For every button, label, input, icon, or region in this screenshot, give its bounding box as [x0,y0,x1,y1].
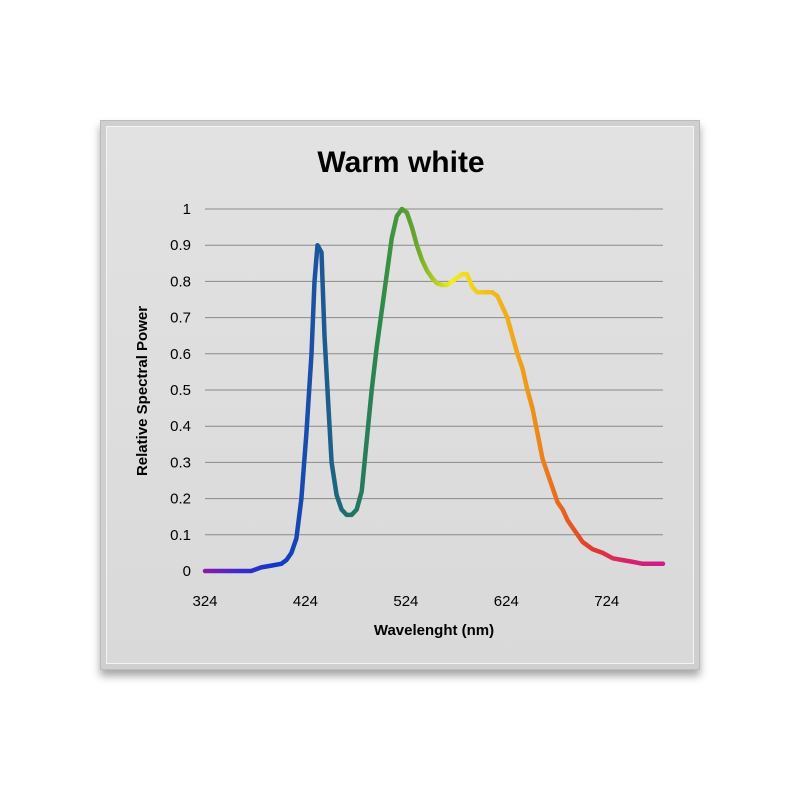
y-tick-labels: 0 0.1 0.2 0.3 0.4 0.5 0.6 0.7 0.8 0.9 1 [170,201,191,580]
x-tick-label: 524 [393,593,418,610]
y-tick-label: 1 [183,201,191,218]
y-tick-label: 0.8 [170,273,191,290]
x-tick-label: 324 [192,593,217,610]
chart-title: Warm white [317,146,484,179]
y-axis-label: Relative Spectral Power [134,306,151,476]
x-tick-label: 724 [594,593,619,610]
x-tick-labels: 324 424 524 624 724 [192,593,619,610]
y-tick-label: 0.6 [170,346,191,363]
y-tick-label: 0.5 [170,382,191,399]
y-tick-label: 0.7 [170,310,191,327]
x-tick-label: 424 [293,593,318,610]
x-tick-label: 624 [494,593,519,610]
y-tick-label: 0.2 [170,491,191,508]
x-axis-label: Wavelenght (nm) [374,622,494,639]
y-tick-label: 0.4 [170,418,191,435]
y-tick-label: 0.3 [170,454,191,471]
grid-lines [205,208,663,536]
chart-panel: Warm white 0 0.1 0.2 0.3 0.4 0.5 0.6 0.7 0.8 0.9 1… [100,120,700,670]
series-line [202,206,666,574]
y-tick-label: 0.1 [170,527,191,544]
spectral-chart: Warm white 0 0.1 0.2 0.3 0.4 0.5 0.6 0.7 0.8 0.9 1… [134,146,666,639]
y-tick-label: 0.9 [170,237,191,254]
y-tick-label: 0 [183,563,191,580]
